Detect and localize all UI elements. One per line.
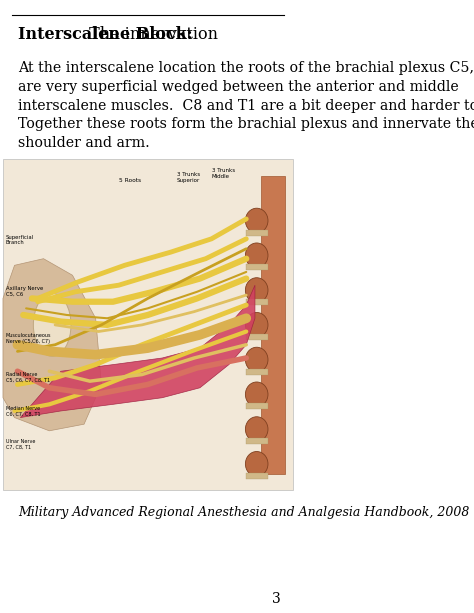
FancyBboxPatch shape <box>246 229 268 235</box>
FancyBboxPatch shape <box>246 473 268 479</box>
Text: The innervation: The innervation <box>84 26 218 43</box>
Ellipse shape <box>246 417 268 441</box>
Text: 5 Roots: 5 Roots <box>119 178 141 183</box>
FancyBboxPatch shape <box>3 159 292 490</box>
FancyBboxPatch shape <box>246 438 268 444</box>
Text: 3 Trunks
Middle: 3 Trunks Middle <box>211 169 235 179</box>
Text: At the interscalene location the roots of the brachial plexus C5, C6, C7
are ver: At the interscalene location the roots o… <box>18 61 474 150</box>
FancyBboxPatch shape <box>261 176 285 474</box>
Text: Median Nerve
C6, C7, C8, T1: Median Nerve C6, C7, C8, T1 <box>6 406 40 416</box>
Ellipse shape <box>246 382 268 407</box>
Polygon shape <box>20 285 255 417</box>
Text: 3: 3 <box>272 592 281 606</box>
Text: Ulnar Nerve
C7, C8, T1: Ulnar Nerve C7, C8, T1 <box>6 439 35 449</box>
Ellipse shape <box>33 294 71 356</box>
Text: Axillary Nerve
C5, C6: Axillary Nerve C5, C6 <box>6 286 43 297</box>
Ellipse shape <box>246 278 268 303</box>
FancyBboxPatch shape <box>246 368 268 375</box>
Ellipse shape <box>246 313 268 337</box>
Text: Interscalene Block:: Interscalene Block: <box>18 26 192 43</box>
Text: Superficial
Branch: Superficial Branch <box>6 235 34 245</box>
Text: Musculocutaneous
Nerve (C5,C6, C7): Musculocutaneous Nerve (C5,C6, C7) <box>6 333 51 343</box>
Text: 3 Trunks
Superior: 3 Trunks Superior <box>177 172 200 183</box>
Ellipse shape <box>246 243 268 268</box>
Ellipse shape <box>246 452 268 476</box>
Text: Radial Nerve
C5, C6, C7, C8, T1: Radial Nerve C5, C6, C7, C8, T1 <box>6 373 50 383</box>
Ellipse shape <box>246 208 268 233</box>
FancyBboxPatch shape <box>246 403 268 409</box>
FancyBboxPatch shape <box>246 264 268 270</box>
Ellipse shape <box>246 347 268 372</box>
Polygon shape <box>3 259 101 431</box>
Text: Military Advanced Regional Anesthesia and Analgesia Handbook, 2008: Military Advanced Regional Anesthesia an… <box>18 506 469 519</box>
FancyBboxPatch shape <box>246 299 268 305</box>
FancyBboxPatch shape <box>246 334 268 340</box>
